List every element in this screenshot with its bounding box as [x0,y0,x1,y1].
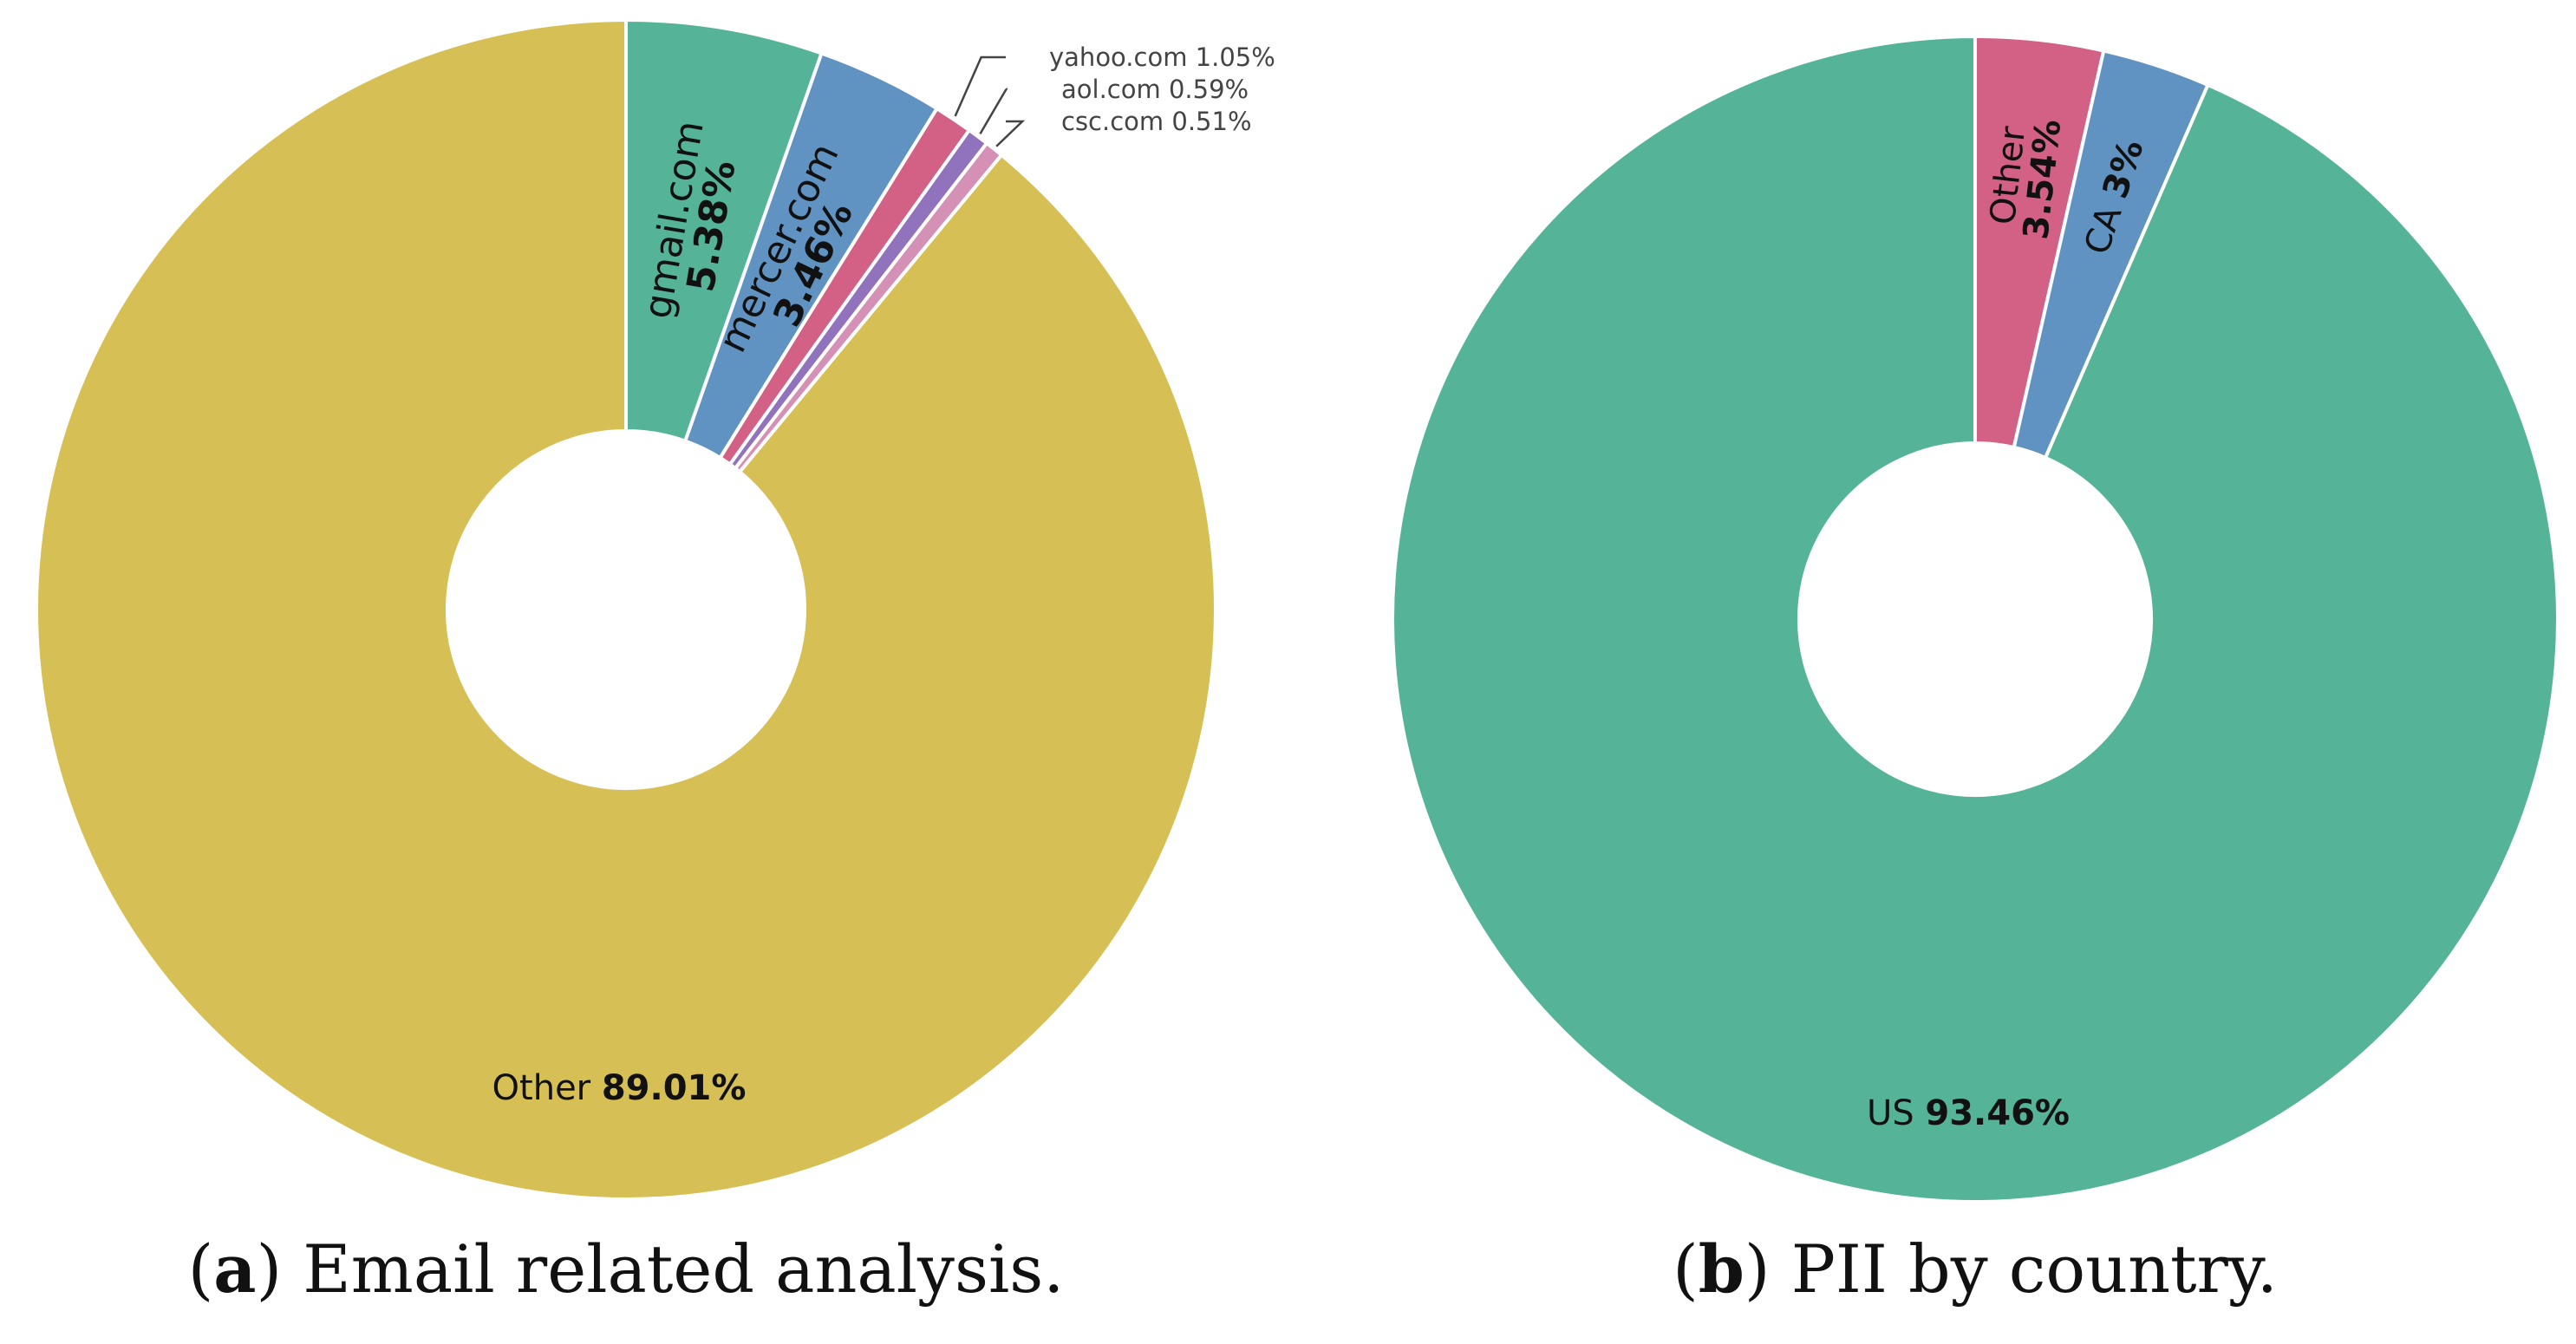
pii-country-donut-chart: Other3.54% CA 3%US 93.46% [1390,34,2560,1204]
slice-label: Other 89.01% [492,1068,747,1108]
slice-label: US 93.46% [1867,1093,2070,1133]
slice-label-outside: yahoo.com 1.05% [1049,42,1275,72]
leader-line [979,88,1008,134]
pie-slice-gmail-com [624,17,825,444]
caption-b: (b) PII by country. [1673,1230,2278,1308]
leader-line [954,55,1006,117]
slice-label: Other3.54% [1981,114,2069,241]
slice-label-outside: aol.com 0.59% [1061,75,1249,104]
slice-label-outside: csc.com 0.51% [1061,107,1252,136]
pie-slice-other [35,17,1217,1201]
email-donut-chart: gmail.com5.38%mercer.com3.46%yahoo.com 1… [35,17,1275,1201]
pie-slice-us [1390,34,2560,1204]
leader-line [995,120,1026,147]
caption-a: (a) Email related analysis. [188,1230,1065,1308]
